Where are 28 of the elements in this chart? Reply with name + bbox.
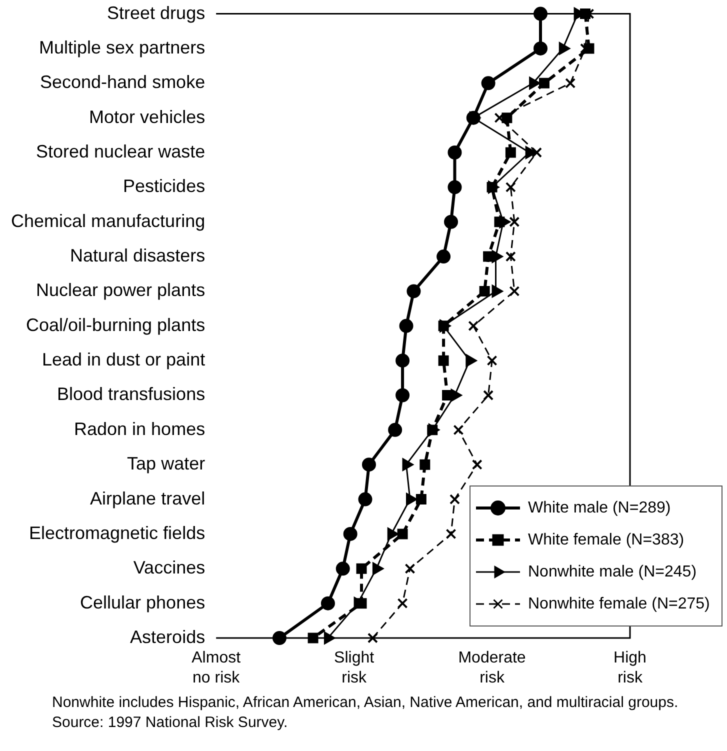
legend-label: Nonwhite female (N=275) [528,595,710,612]
y-tick-label: Tap water [127,454,206,474]
legend-label: White male (N=289) [528,499,671,516]
y-tick-label: Pesticides [123,176,206,196]
y-tick-label: Vaccines [133,558,206,578]
y-tick-label: Coal/oil-burning plants [26,314,206,335]
y-tick-label: Asteroids [130,626,206,647]
text: Nonwhite includes Hispanic, African American, Asian, Native American, and multiracial groups. Source: 1997 National Risk Survey. [52,693,680,733]
annotation: Slight risk [334,649,375,686]
text: High risk [614,649,646,686]
y-tick-label: Lead in dust or paint [42,350,206,370]
y-tick-label: Second-hand smoke [40,72,206,92]
legend-label: White female (N=383) [528,531,684,548]
y-tick-label: Natural disasters [70,246,206,266]
annotation: Almost no risk [192,649,242,686]
y-tick-label: Motor vehicles [89,106,206,127]
y-tick-label: Stored nuclear waste [36,141,206,162]
y-tick-label: Chemical manufacturing [10,210,206,231]
y-tick-label: Airplane travel [90,488,206,508]
y-tick-label: Multiple sex partners [39,37,206,58]
annotation: Moderate risk [458,649,526,686]
legend-label: Nonwhite male (N=245) [528,563,697,580]
y-tick-label: Cellular phones [80,592,206,612]
y-tick-label: Radon in homes [74,418,206,439]
y-tick-label: Nuclear power plants [36,280,206,300]
y-tick-label: Blood transfusions [56,384,206,404]
y-tick-label: Street drugs [107,2,206,23]
y-tick-label: Electromagnetic fields [28,522,206,543]
